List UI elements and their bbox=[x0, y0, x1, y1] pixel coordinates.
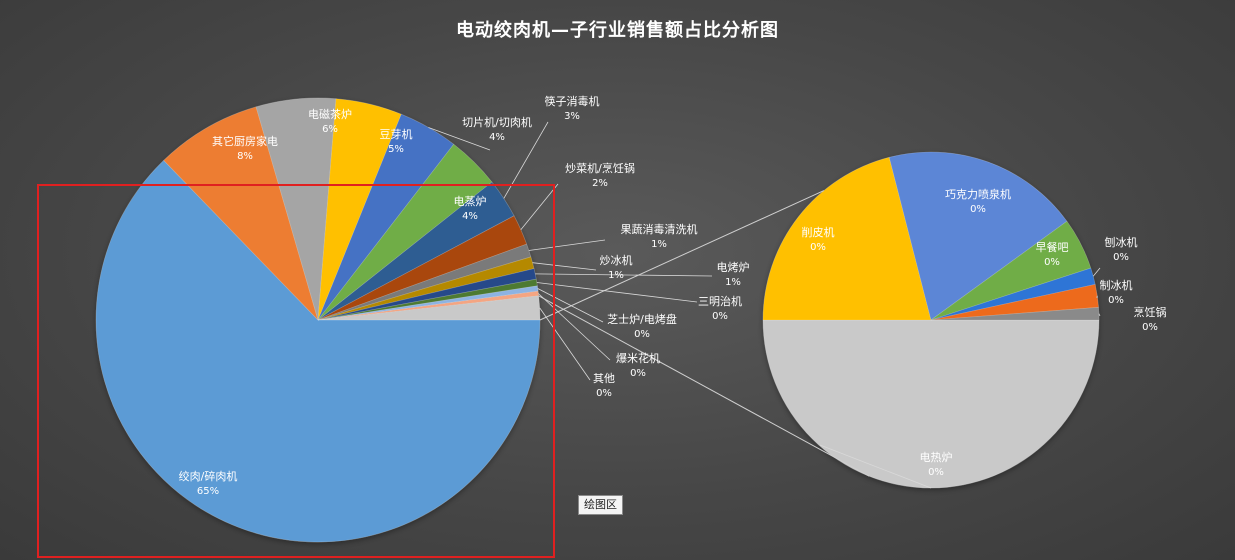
sec-label-pct-刨冰机: 0% bbox=[1113, 252, 1129, 263]
leader-炒菜机-烹饪锅 bbox=[520, 183, 559, 230]
main-pie bbox=[95, 97, 541, 543]
leader-其他 bbox=[539, 307, 591, 381]
leader-lines bbox=[428, 121, 1101, 489]
sec-slice-削皮机[interactable] bbox=[762, 156, 932, 321]
label-pct-三明治机: 0% bbox=[712, 311, 728, 322]
label-pct-电蒸炉: 4% bbox=[462, 211, 478, 222]
sec-leader-刨冰机 bbox=[1092, 267, 1101, 277]
selection-rectangle bbox=[37, 184, 555, 558]
label-name-电烤炉: 电烤炉 bbox=[717, 260, 750, 274]
connector-lines bbox=[538, 190, 870, 477]
label-pct-芝士炉-电烤盘: 0% bbox=[634, 329, 650, 340]
plot-area-tooltip: 绘图区 bbox=[578, 495, 623, 515]
label-pct-电烤炉: 1% bbox=[725, 277, 741, 288]
sec-label-name-早餐吧: 早餐吧 bbox=[1036, 240, 1069, 254]
sec-label-name-刨冰机: 刨冰机 bbox=[1105, 235, 1138, 249]
label-pct-炒冰机: 1% bbox=[608, 270, 624, 281]
sec-label-pct-电热炉: 0% bbox=[928, 467, 944, 478]
label-name-爆米花机: 爆米花机 bbox=[616, 351, 660, 365]
sec-leader-烹饪锅 bbox=[1098, 313, 1101, 317]
label-pct-切片机-切肉机: 4% bbox=[489, 132, 505, 143]
label-name-绞肉-碎肉机: 绞肉/碎肉机 bbox=[179, 469, 238, 483]
label-name-电磁茶炉: 电磁茶炉 bbox=[308, 108, 352, 121]
sec-slice-巧克力喷泉机[interactable] bbox=[888, 151, 1068, 321]
leader-三明治机 bbox=[536, 282, 698, 303]
sec-leader-电热炉 bbox=[819, 444, 932, 489]
label-name-其他: 其他 bbox=[593, 372, 615, 385]
label-pct-电磁茶炉: 6% bbox=[322, 124, 338, 135]
label-name-芝士炉-电烤盘: 芝士炉/电烤盘 bbox=[607, 312, 677, 326]
slice-其它厨房家电[interactable] bbox=[163, 106, 319, 321]
label-name-筷子消毒机: 筷子消毒机 bbox=[545, 94, 600, 108]
sec-slice-烹饪锅[interactable] bbox=[930, 307, 1100, 321]
secondary-pie bbox=[762, 151, 1100, 489]
label-pct-筷子消毒机: 3% bbox=[564, 111, 580, 122]
sec-label-pct-烹饪锅: 0% bbox=[1142, 322, 1158, 333]
label-name-三明治机: 三明治机 bbox=[698, 294, 742, 308]
sec-label-name-制冰机: 制冰机 bbox=[1100, 278, 1133, 292]
sec-label-pct-削皮机: 0% bbox=[810, 242, 826, 253]
sec-label-name-电热炉: 电热炉 bbox=[920, 451, 953, 464]
leader-切片机-切肉机 bbox=[428, 127, 491, 151]
label-pct-其他: 0% bbox=[596, 388, 612, 399]
label-pct-爆米花机: 0% bbox=[630, 368, 646, 379]
label-pct-果蔬消毒清洗机: 1% bbox=[651, 239, 667, 250]
label-pct-绞肉-碎肉机: 65% bbox=[197, 486, 219, 497]
sec-label-name-削皮机: 削皮机 bbox=[802, 225, 835, 239]
sec-label-name-烹饪锅: 烹饪锅 bbox=[1134, 305, 1167, 319]
label-name-豆芽机: 豆芽机 bbox=[380, 127, 413, 141]
leader-爆米花机 bbox=[538, 293, 611, 361]
connector-line-bottom bbox=[538, 295, 870, 477]
chart-title: 电动绞肉机—子行业销售额占比分析图 bbox=[456, 20, 779, 41]
label-name-切片机-切肉机: 切片机/切肉机 bbox=[462, 115, 532, 129]
label-name-果蔬消毒清洗机: 果蔬消毒清洗机 bbox=[621, 222, 698, 236]
sec-label-name-巧克力喷泉机: 巧克力喷泉机 bbox=[945, 187, 1011, 201]
leader-果蔬消毒清洗机 bbox=[528, 239, 606, 251]
label-pct-炒菜机-烹饪锅: 2% bbox=[592, 178, 608, 189]
label-name-炒菜机-烹饪锅: 炒菜机/烹饪锅 bbox=[565, 161, 635, 175]
sec-label-pct-早餐吧: 0% bbox=[1044, 257, 1060, 268]
slice-绞肉-碎肉机[interactable] bbox=[95, 159, 541, 543]
leader-电烤炉 bbox=[535, 273, 713, 277]
leader-炒冰机 bbox=[532, 262, 597, 271]
sec-label-pct-巧克力喷泉机: 0% bbox=[970, 204, 986, 215]
label-pct-豆芽机: 5% bbox=[388, 144, 404, 155]
label-name-炒冰机: 炒冰机 bbox=[600, 253, 633, 267]
sec-label-pct-制冰机: 0% bbox=[1108, 295, 1124, 306]
data-labels: 绞肉/碎肉机 65% 其它厨房家电 8% 电磁茶炉 6% 豆芽机 5% 切片机/切肉机 4% 电蒸炉… bbox=[179, 94, 1167, 497]
leader-芝士炉-电烤盘 bbox=[537, 288, 604, 323]
label-pct-其它厨房家电: 8% bbox=[237, 151, 253, 162]
label-name-电蒸炉: 电蒸炉 bbox=[454, 195, 487, 208]
label-name-其它厨房家电: 其它厨房家电 bbox=[212, 134, 278, 148]
connector-line-top bbox=[539, 190, 825, 321]
